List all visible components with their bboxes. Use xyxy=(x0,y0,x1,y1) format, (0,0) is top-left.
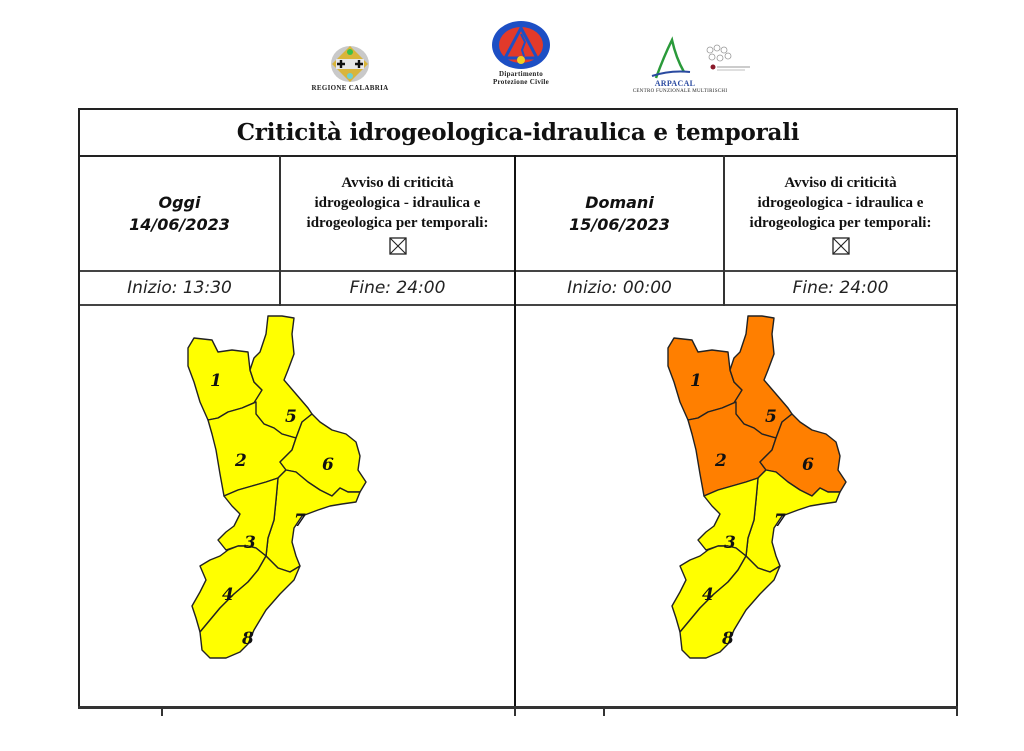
zone-label-3: 3 xyxy=(244,533,256,553)
today-avviso-cell: Avviso di criticità idrogeologica - idra… xyxy=(281,157,514,270)
today-avviso-checkbox-icon xyxy=(388,236,407,255)
tomorrow-start-cell: Inizio: 00:00 xyxy=(516,272,723,304)
zone-8 xyxy=(679,555,781,659)
today-header-cell: Oggi 14/06/2023 xyxy=(80,157,279,270)
zone-8 xyxy=(199,555,301,659)
arpacal-caption: CENTRO FUNZIONALE MULTIRISCHI xyxy=(632,89,728,94)
today-start-time: Inizio: 13:30 xyxy=(127,278,232,298)
header-divider xyxy=(80,270,956,272)
map-tomorrow: 1 5 2 6 7 3 4 8 xyxy=(650,310,880,710)
tomorrow-end-cell: Fine: 24:00 xyxy=(725,272,956,304)
bottom-tick-3 xyxy=(603,706,605,716)
tomorrow-avviso-cell: Avviso di criticità idrogeologica - idra… xyxy=(725,157,956,270)
bulletin-title: Criticità idrogeologica-idraulica e temp… xyxy=(236,119,800,146)
bulletin-table: Criticità idrogeologica-idraulica e temp… xyxy=(78,108,958,715)
today-start-cell: Inizio: 13:30 xyxy=(80,272,279,304)
calabria-map-tomorrow: 1 5 2 6 7 3 4 8 xyxy=(667,315,847,659)
regione-calabria-logo: REGIONE CALABRIA xyxy=(298,44,402,92)
bottom-tick-1 xyxy=(161,706,163,716)
logo-bar: REGIONE CALABRIA Dipartimento Protezione… xyxy=(0,0,1024,105)
today-avviso-line3: idrogeologica per temporali: xyxy=(306,214,489,231)
tomorrow-avviso-line2: idrogeologica - idraulica e xyxy=(757,194,924,211)
title-row: Criticità idrogeologica-idraulica e temp… xyxy=(80,110,956,157)
tomorrow-avviso-line3: idrogeologica per temporali: xyxy=(749,214,932,231)
today-avviso-line1: Avviso di criticità xyxy=(341,174,454,191)
bottom-tick-2 xyxy=(514,706,516,716)
arpacal-emblem-icon xyxy=(651,36,750,79)
pc-caption-line1: Dipartimento xyxy=(498,70,544,78)
zone-label-1: 1 xyxy=(690,371,702,391)
zone-label-4: 4 xyxy=(222,585,234,605)
regione-caption: REGIONE CALABRIA xyxy=(311,84,389,92)
today-label: Oggi xyxy=(158,192,201,212)
column-divider-center xyxy=(514,155,516,715)
table-bottom-border xyxy=(78,706,958,709)
zone-label-5: 5 xyxy=(765,407,777,427)
tomorrow-start-time: Inizio: 00:00 xyxy=(567,278,672,298)
tomorrow-end-time: Fine: 24:00 xyxy=(792,278,889,298)
pc-caption-line2: Protezione Civile xyxy=(492,78,550,86)
zone-label-7: 7 xyxy=(774,511,786,531)
zone-label-4: 4 xyxy=(702,585,714,605)
today-end-time: Fine: 24:00 xyxy=(349,278,446,298)
protezione-civile-logo: Dipartimento Protezione Civile xyxy=(476,20,566,86)
today-date: 14/06/2023 xyxy=(129,214,230,234)
tomorrow-avviso-checkbox-icon xyxy=(831,236,850,255)
zone-label-6: 6 xyxy=(802,455,814,475)
zone-label-5: 5 xyxy=(285,407,297,427)
tomorrow-label: Domani xyxy=(585,192,654,212)
zone-label-2: 2 xyxy=(234,451,247,471)
zone-label-2: 2 xyxy=(714,451,727,471)
today-end-cell: Fine: 24:00 xyxy=(281,272,514,304)
bottom-tick-4 xyxy=(956,706,958,716)
zone-label-8: 8 xyxy=(721,629,734,649)
zone-label-7: 7 xyxy=(294,511,306,531)
time-divider xyxy=(80,304,956,306)
arpacal-logo: ARPACAL CENTRO FUNZIONALE MULTIRISCHI xyxy=(620,36,770,96)
zone-label-3: 3 xyxy=(724,533,736,553)
zone-label-6: 6 xyxy=(322,455,334,475)
tomorrow-date: 15/06/2023 xyxy=(569,214,670,234)
tomorrow-header-cell: Domani 15/06/2023 xyxy=(516,157,723,270)
calabria-crest-icon xyxy=(331,46,369,82)
calabria-map-today: 1 5 2 6 7 3 4 8 xyxy=(187,315,367,659)
tomorrow-avviso-line1: Avviso di criticità xyxy=(784,174,897,191)
column-divider-3 xyxy=(723,155,725,306)
protezione-civile-emblem-icon xyxy=(492,21,550,69)
zone-label-8: 8 xyxy=(241,629,254,649)
map-today: 1 5 2 6 7 3 4 8 xyxy=(170,310,400,710)
today-avviso-line2: idrogeologica - idraulica e xyxy=(314,194,481,211)
arpacal-name: ARPACAL xyxy=(654,79,696,88)
zone-label-1: 1 xyxy=(210,371,222,391)
column-divider-1 xyxy=(279,155,281,306)
